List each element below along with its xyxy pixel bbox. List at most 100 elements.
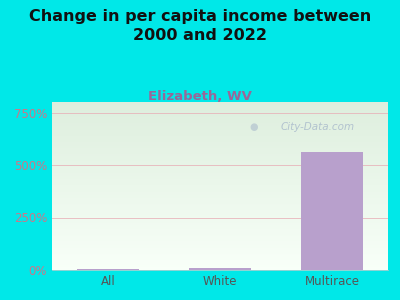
Bar — [52, 166, 388, 167]
Bar — [52, 242, 388, 243]
Bar — [52, 129, 388, 130]
Bar — [52, 198, 388, 199]
Bar — [52, 121, 388, 122]
Bar — [52, 251, 388, 252]
Bar — [52, 210, 388, 211]
Bar — [52, 144, 388, 145]
Bar — [52, 225, 388, 226]
Bar — [52, 191, 388, 192]
Bar — [52, 161, 388, 162]
Bar — [52, 116, 388, 117]
Bar — [52, 146, 388, 147]
Bar — [52, 184, 388, 185]
Text: Change in per capita income between
2000 and 2022: Change in per capita income between 2000… — [29, 9, 371, 43]
Bar — [52, 203, 388, 204]
Bar — [52, 253, 388, 254]
Bar — [52, 256, 388, 257]
Bar — [52, 126, 388, 127]
Bar — [52, 131, 388, 132]
Bar — [52, 150, 388, 151]
Bar — [52, 201, 388, 202]
Bar — [77, 269, 139, 270]
Bar — [52, 183, 388, 184]
Bar — [52, 137, 388, 138]
Bar — [52, 204, 388, 205]
Bar — [52, 208, 388, 209]
Bar — [52, 170, 388, 171]
Bar — [52, 217, 388, 218]
Bar — [52, 258, 388, 259]
Bar — [52, 104, 388, 105]
Bar — [52, 209, 388, 210]
Bar — [52, 179, 388, 180]
Bar — [52, 105, 388, 106]
Bar — [189, 268, 251, 270]
Bar — [52, 202, 388, 203]
Bar — [52, 196, 388, 197]
Bar — [52, 185, 388, 186]
Bar — [52, 266, 388, 267]
Bar — [52, 159, 388, 160]
Bar — [52, 127, 388, 128]
Bar — [52, 197, 388, 198]
Bar — [52, 188, 388, 189]
Bar — [52, 233, 388, 234]
Bar — [52, 269, 388, 270]
Bar — [52, 224, 388, 225]
Bar — [52, 168, 388, 169]
Bar — [52, 215, 388, 216]
Bar — [52, 262, 388, 263]
Bar — [52, 162, 388, 163]
Bar — [52, 118, 388, 119]
Bar — [52, 123, 388, 124]
Bar — [52, 238, 388, 239]
Bar — [52, 240, 388, 241]
Bar — [52, 157, 388, 158]
Bar — [52, 211, 388, 212]
Bar — [52, 142, 388, 143]
Bar — [52, 114, 388, 115]
Bar — [52, 250, 388, 251]
Bar — [52, 156, 388, 157]
Bar — [52, 214, 388, 215]
Bar — [52, 218, 388, 219]
Bar — [52, 189, 388, 190]
Bar — [52, 220, 388, 221]
Bar — [52, 152, 388, 153]
Bar — [52, 181, 388, 182]
Bar — [52, 268, 388, 269]
Bar — [52, 133, 388, 134]
Bar — [52, 128, 388, 129]
Bar — [52, 110, 388, 111]
Bar — [52, 195, 388, 196]
Bar — [52, 143, 388, 144]
Bar — [52, 132, 388, 133]
Bar — [52, 180, 388, 181]
Bar — [52, 222, 388, 223]
Bar — [52, 103, 388, 104]
Bar — [52, 245, 388, 246]
Bar — [52, 139, 388, 140]
Bar — [52, 263, 388, 264]
Bar — [52, 112, 388, 113]
Bar — [52, 199, 388, 200]
Bar — [52, 175, 388, 176]
Bar — [52, 216, 388, 217]
Bar — [52, 194, 388, 195]
Bar — [52, 206, 388, 207]
Bar — [52, 163, 388, 164]
Bar — [52, 235, 388, 236]
Bar — [52, 249, 388, 250]
Bar — [52, 260, 388, 261]
Bar — [52, 160, 388, 161]
Bar — [52, 267, 388, 268]
Bar — [52, 141, 388, 142]
Bar — [52, 158, 388, 159]
Bar — [52, 239, 388, 240]
Bar — [52, 265, 388, 266]
Bar — [52, 169, 388, 170]
Bar — [52, 182, 388, 183]
Bar — [52, 109, 388, 110]
Bar — [52, 193, 388, 194]
Bar — [52, 178, 388, 179]
